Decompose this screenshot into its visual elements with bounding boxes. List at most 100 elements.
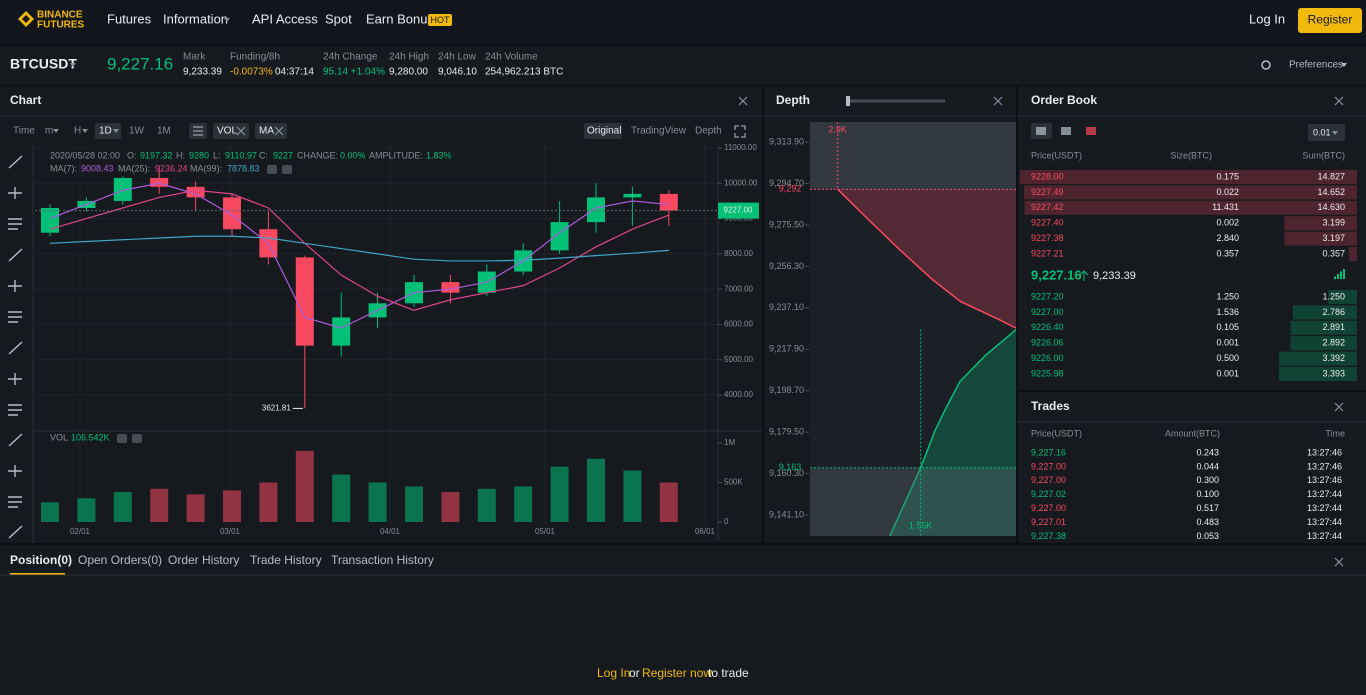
symbol[interactable]: BTCUSDT <box>10 56 77 72</box>
volume-value: 106.542K <box>71 432 110 442</box>
signal-icon <box>1343 269 1345 279</box>
book-price: 9226.00 <box>1031 353 1064 363</box>
nav-item[interactable]: Futures <box>107 11 152 26</box>
ohlc-label: H: <box>176 150 185 160</box>
depth-bg <box>810 122 1016 536</box>
ma-line <box>49 235 669 262</box>
indicator[interactable]: MA <box>259 126 274 137</box>
y-tick-label: 9,179.50 <box>769 427 804 437</box>
tab[interactable]: Order History <box>168 553 239 567</box>
tab[interactable]: Position(0) <box>10 553 72 567</box>
drawing-tool-icon[interactable] <box>8 311 22 323</box>
depth-line <box>837 188 1017 329</box>
book-price: 9227.49 <box>1031 187 1064 197</box>
hot-badge <box>428 14 452 26</box>
interval[interactable]: 1W <box>129 126 145 137</box>
drawing-tool-icon[interactable] <box>8 465 22 477</box>
register-link[interactable]: Register now <box>642 666 712 680</box>
drawing-tool-icon[interactable] <box>8 248 23 262</box>
close-icon <box>738 96 748 106</box>
nav-item[interactable]: Earn Bonus <box>366 11 434 26</box>
drawing-tool-icon[interactable] <box>8 496 22 508</box>
ohlc-value: 9110.97 <box>225 150 257 160</box>
stat-label: 24h High <box>389 52 429 63</box>
caret-icon <box>113 129 119 133</box>
book-price: 9228.00 <box>1031 171 1064 181</box>
drawing-tool-icon[interactable] <box>8 525 23 539</box>
interval[interactable]: m <box>45 126 53 137</box>
nav-item[interactable]: API Access <box>252 11 318 26</box>
legend-value: 9008.43 <box>81 163 114 173</box>
candle-body <box>623 193 642 198</box>
indicator[interactable]: VOL <box>217 126 237 137</box>
drawing-tool-icon[interactable] <box>8 404 22 416</box>
depth-marker-label: 9,163 <box>779 462 802 472</box>
book-sum: 3.393 <box>1322 368 1345 378</box>
x-tick-label: 05/01 <box>535 527 556 536</box>
ohlc-value: 0.00% <box>340 150 366 160</box>
trades-panel <box>1018 392 1366 543</box>
header-bar <box>0 0 1366 45</box>
volume-bar <box>186 494 205 522</box>
fullscreen-icon[interactable] <box>734 125 746 138</box>
y-tick-label: 11000.00 <box>724 143 757 152</box>
nav-item[interactable]: Information <box>163 11 228 26</box>
stat-label: 24h Change <box>323 52 378 63</box>
tab[interactable]: Transaction History <box>331 553 434 567</box>
drawing-tool-icon[interactable] <box>8 433 23 447</box>
book-price: 9227.42 <box>1031 202 1064 212</box>
column-header: Time <box>1325 428 1345 438</box>
view-option[interactable]: Depth <box>695 126 722 137</box>
zoom-handle <box>846 96 850 106</box>
up-arrow-icon <box>1079 270 1089 281</box>
interval[interactable]: 1M <box>157 126 171 137</box>
interval[interactable]: Time <box>13 126 35 137</box>
login-link[interactable]: Log In <box>597 666 630 680</box>
drawing-tool-icon[interactable] <box>8 155 23 169</box>
drawing-tool-icon[interactable] <box>8 280 22 292</box>
theme-icon[interactable] <box>1261 60 1271 70</box>
interval[interactable]: 1D <box>99 126 112 137</box>
caret-icon <box>1341 63 1347 67</box>
candle-body <box>150 178 169 187</box>
volume-tick-label: 1M <box>724 438 735 447</box>
drawing-tool-icon[interactable] <box>8 187 22 199</box>
nav-item[interactable]: Spot <box>325 11 352 26</box>
ohlc-label: O: <box>127 150 137 160</box>
view-option[interactable]: TradingView <box>631 126 687 137</box>
book-size: 0.500 <box>1216 353 1239 363</box>
x-tick-label: 03/01 <box>220 527 241 536</box>
stat-value: 9,280.00 <box>389 67 428 78</box>
drawing-tool-icon[interactable] <box>8 373 22 385</box>
volume-bar <box>623 470 642 522</box>
drawing-tool-icon[interactable] <box>8 341 23 355</box>
book-size: 2.840 <box>1216 233 1239 243</box>
depth-line <box>889 329 1017 537</box>
panel-title: Trades <box>1031 399 1070 413</box>
view-option[interactable]: Original <box>587 126 621 137</box>
depth-bar <box>1284 216 1357 231</box>
login-link[interactable]: Log In <box>1249 11 1285 26</box>
tab[interactable]: Open Orders(0) <box>78 553 162 567</box>
y-tick-label: 6000.00 <box>724 320 753 329</box>
candle-body <box>659 193 678 211</box>
column-header: Amount(BTC) <box>1165 428 1220 438</box>
drawing-tool-icon[interactable] <box>8 218 22 230</box>
volume-label: VOL <box>50 432 68 442</box>
ohlc-label: C: <box>259 150 268 160</box>
trade-time: 13:27:44 <box>1307 517 1342 527</box>
mark-price: 9,233.39 <box>1093 270 1136 282</box>
interval[interactable]: H <box>74 126 81 137</box>
precision[interactable]: 0.01 <box>1313 127 1331 137</box>
layout-icon <box>1036 127 1046 135</box>
depth-bar <box>1328 290 1357 304</box>
register-button-text[interactable]: Register <box>1308 13 1353 27</box>
book-size: 0.001 <box>1216 338 1239 348</box>
tab[interactable]: Trade History <box>250 553 322 567</box>
depth-bar <box>1292 305 1357 320</box>
volume-bar <box>150 488 169 522</box>
logo-text: FUTURES <box>37 20 85 31</box>
logo-text: BINANCE <box>37 10 83 21</box>
book-size: 0.001 <box>1216 368 1239 378</box>
preferences[interactable]: Preferences <box>1289 60 1343 71</box>
